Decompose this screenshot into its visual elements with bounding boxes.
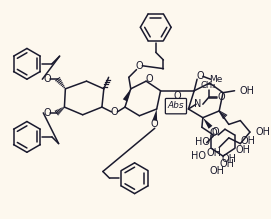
Text: O: O [212,127,219,137]
Text: OH: OH [256,127,271,137]
Text: O: O [196,71,204,81]
Polygon shape [123,89,131,101]
Text: O: O [173,91,181,101]
Text: HO: HO [195,137,209,147]
Text: Me: Me [209,75,222,84]
Polygon shape [203,118,212,129]
Text: O: O [136,61,143,71]
Text: OH: OH [206,148,221,158]
Text: OH: OH [240,136,255,146]
Text: O: O [145,74,153,84]
Text: OH: OH [220,159,234,169]
Text: CH₃: CH₃ [201,81,216,90]
Text: OH: OH [221,154,236,164]
Text: O: O [217,92,225,102]
Text: Abs: Abs [168,101,184,110]
Text: OH: OH [236,145,251,155]
Text: O: O [43,74,51,84]
Text: OH: OH [239,86,254,96]
FancyBboxPatch shape [165,99,186,114]
Text: O: O [151,119,159,129]
Text: OH: OH [210,166,225,176]
Text: O: O [43,108,51,118]
Text: HO: HO [191,151,206,161]
Text: N: N [194,99,202,109]
Text: O: O [209,128,217,138]
Text: O: O [111,107,118,117]
Polygon shape [152,109,157,121]
